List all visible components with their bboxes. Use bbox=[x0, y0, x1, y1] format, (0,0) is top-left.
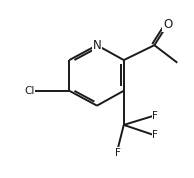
Text: F: F bbox=[115, 148, 121, 158]
Text: O: O bbox=[163, 18, 172, 31]
Text: F: F bbox=[152, 111, 158, 121]
Text: Cl: Cl bbox=[24, 86, 35, 96]
Text: N: N bbox=[93, 39, 101, 52]
Text: F: F bbox=[152, 130, 158, 140]
